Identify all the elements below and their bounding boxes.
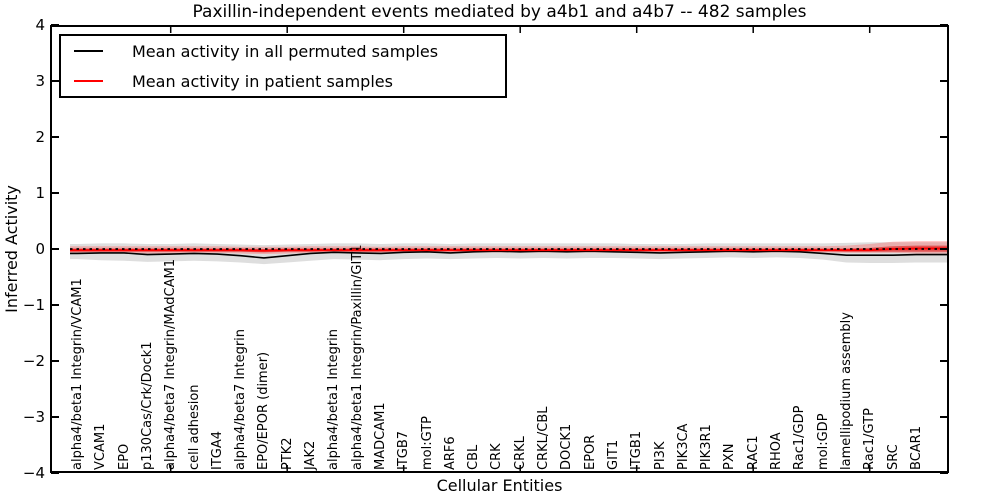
x-tick-label: PTK2 (279, 437, 295, 470)
x-tick-label: CRKL/CBL (536, 406, 551, 471)
y-tick-label: 0 (35, 240, 45, 258)
y-tick-label: −4 (22, 464, 45, 482)
x-tick-label: ITGB7 (396, 430, 412, 470)
x-tick-label: RAC1 (745, 435, 761, 470)
x-tick-label: lamellipodium assembly (838, 312, 854, 470)
x-tick-label: JAK2 (303, 440, 318, 470)
x-tick-label: RHOA (769, 432, 784, 470)
y-tick-label: 4 (35, 16, 45, 34)
y-tick-label: 3 (35, 72, 45, 90)
x-tick-label: DOCK1 (559, 423, 575, 470)
y-tick-label: −3 (22, 408, 45, 426)
legend-row: Mean activity in patient samples (61, 66, 505, 96)
x-tick-label: PXN (722, 443, 738, 470)
y-tick-label: −2 (22, 352, 45, 370)
x-tick-label: MADCAM1 (372, 402, 388, 470)
y-tick-label: 1 (35, 184, 45, 202)
x-tick-label: VCAM1 (93, 423, 109, 470)
x-tick-label: mol:GTP (419, 416, 435, 470)
x-tick-label: ARF6 (442, 436, 458, 470)
x-tick-label: alpha4/beta1 Integrin/Paxillin/GIT1 (349, 244, 365, 470)
x-tick-label: alpha4/beta7 Integrin/MAdCAM1 (163, 259, 179, 470)
x-tick-label: PI3K (652, 441, 668, 470)
x-tick-label: CRK (489, 443, 505, 470)
legend-line-sample (74, 80, 103, 82)
x-tick-label: SRC (885, 444, 901, 470)
x-tick-label: EPOR (582, 434, 598, 470)
x-tick-label: CBL (466, 444, 482, 470)
chart-title: Paxillin-independent events mediated by … (192, 2, 807, 22)
x-tick-label: cell adhesion (186, 384, 202, 470)
x-tick-label: alpha4/beta7 Integrin (233, 328, 249, 470)
x-tick-label: p130Cas/Crk/Dock1 (139, 341, 155, 470)
x-axis-label: Cellular Entities (436, 476, 563, 495)
x-tick-label: PIK3CA (675, 423, 691, 470)
legend-line-sample (74, 50, 103, 52)
x-tick-label: alpha4/beta1 Integrin/VCAM1 (70, 278, 85, 470)
x-tick-label: EPO/EPOR (dimer) (256, 351, 272, 470)
legend-label: Mean activity in patient samples (132, 71, 393, 91)
x-tick-label: BCAR1 (908, 426, 924, 470)
x-tick-label: ITGB1 (629, 430, 645, 470)
x-tick-label: Rac1/GDP (792, 405, 808, 470)
x-tick-label: mol:GDP (815, 413, 831, 470)
x-tick-label: GIT1 (605, 439, 621, 470)
y-tick-label: −1 (22, 296, 45, 314)
x-tick-label: CRKL (512, 436, 528, 470)
x-tick-label: Rac1/GTP (862, 408, 878, 470)
x-tick-label: alpha4/beta1 Integrin (326, 328, 342, 470)
legend-row: Mean activity in all permuted samples (61, 36, 505, 66)
legend-label: Mean activity in all permuted samples (132, 41, 439, 61)
legend: Mean activity in all permuted samples Mea… (59, 34, 507, 98)
x-tick-label: PIK3R1 (699, 424, 715, 470)
x-tick-label: EPO (116, 443, 132, 470)
x-tick-label: ITGA4 (209, 430, 225, 470)
y-tick-label: 2 (35, 128, 45, 146)
